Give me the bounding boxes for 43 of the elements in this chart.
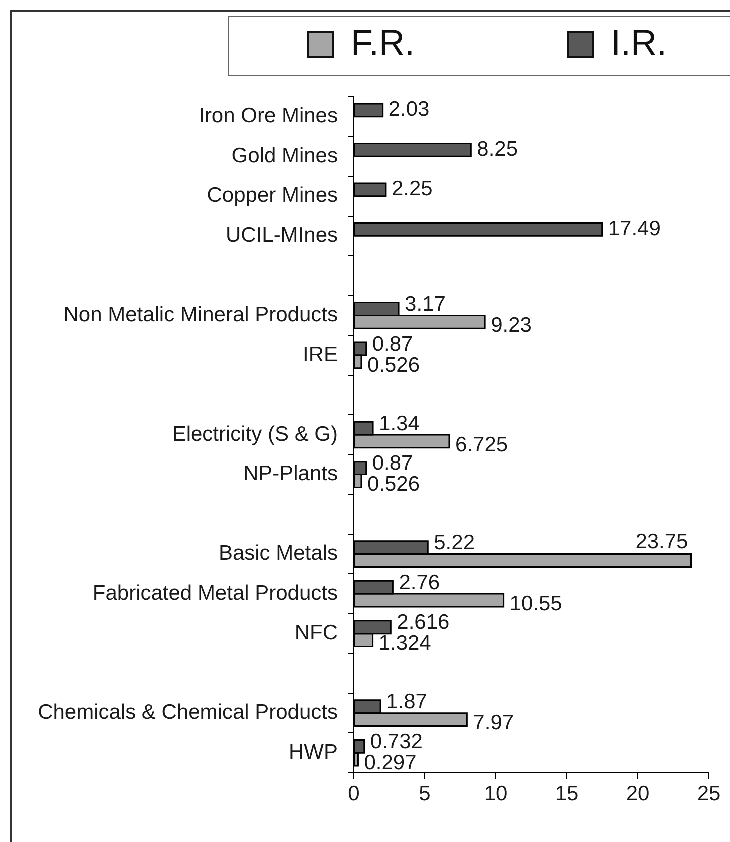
x-tick-label: 10 <box>484 782 508 806</box>
x-tick-label: 20 <box>626 782 650 806</box>
data-label: 1.324 <box>378 632 432 656</box>
y-tick-label: Chemicals & Chemical Products <box>38 701 338 724</box>
x-tick-label: 5 <box>419 782 431 806</box>
data-label: 2.25 <box>392 178 433 201</box>
y-tick-label: IRE <box>302 343 338 366</box>
y-tick-label: Basic Metals <box>218 542 338 566</box>
data-label: 2.616 <box>397 611 450 634</box>
data-label: 7.97 <box>473 712 514 735</box>
legend-label: I.R. <box>611 22 668 63</box>
y-tick-label: Copper Mines <box>207 184 338 208</box>
data-label: 1.87 <box>386 690 428 714</box>
x-tick-label: 25 <box>697 782 721 806</box>
data-label: 9.23 <box>491 314 532 338</box>
data-label: 8.25 <box>477 138 518 161</box>
data-label: 0.526 <box>367 473 420 496</box>
data-label: 17.49 <box>608 218 661 241</box>
y-tick-label: HWP <box>289 740 338 764</box>
y-tick-label: Electricity (S & G) <box>172 422 338 446</box>
data-label: 3.17 <box>405 293 446 316</box>
data-label: 0.297 <box>364 751 417 774</box>
x-tick-label: 15 <box>555 782 579 806</box>
y-tick-label: NP-Plants <box>243 462 338 486</box>
data-label: 5.22 <box>434 532 475 555</box>
data-label: 2.76 <box>399 571 440 594</box>
data-label: 2.03 <box>388 98 430 122</box>
y-tick-label: UCIL-MInes <box>226 224 338 247</box>
data-label: 10.55 <box>510 592 562 616</box>
y-tick-label: NFC <box>294 622 338 645</box>
data-label: 23.75 <box>636 530 688 554</box>
y-tick-label: Iron Ore Mines <box>199 104 338 128</box>
y-tick-label: Gold Mines <box>232 144 338 168</box>
legend-label: F.R. <box>351 22 416 63</box>
data-label: 0.87 <box>372 332 414 356</box>
data-label: 0.732 <box>370 730 423 754</box>
data-label: 0.87 <box>372 452 414 476</box>
x-tick-label: 0 <box>348 782 360 806</box>
data-label: 0.526 <box>367 354 420 377</box>
data-label: 1.34 <box>379 412 420 436</box>
y-tick-label: Non Metalic Mineral Products <box>64 304 338 327</box>
data-label: 6.725 <box>455 433 508 456</box>
y-tick-label: Fabricated Metal Products <box>92 582 338 605</box>
